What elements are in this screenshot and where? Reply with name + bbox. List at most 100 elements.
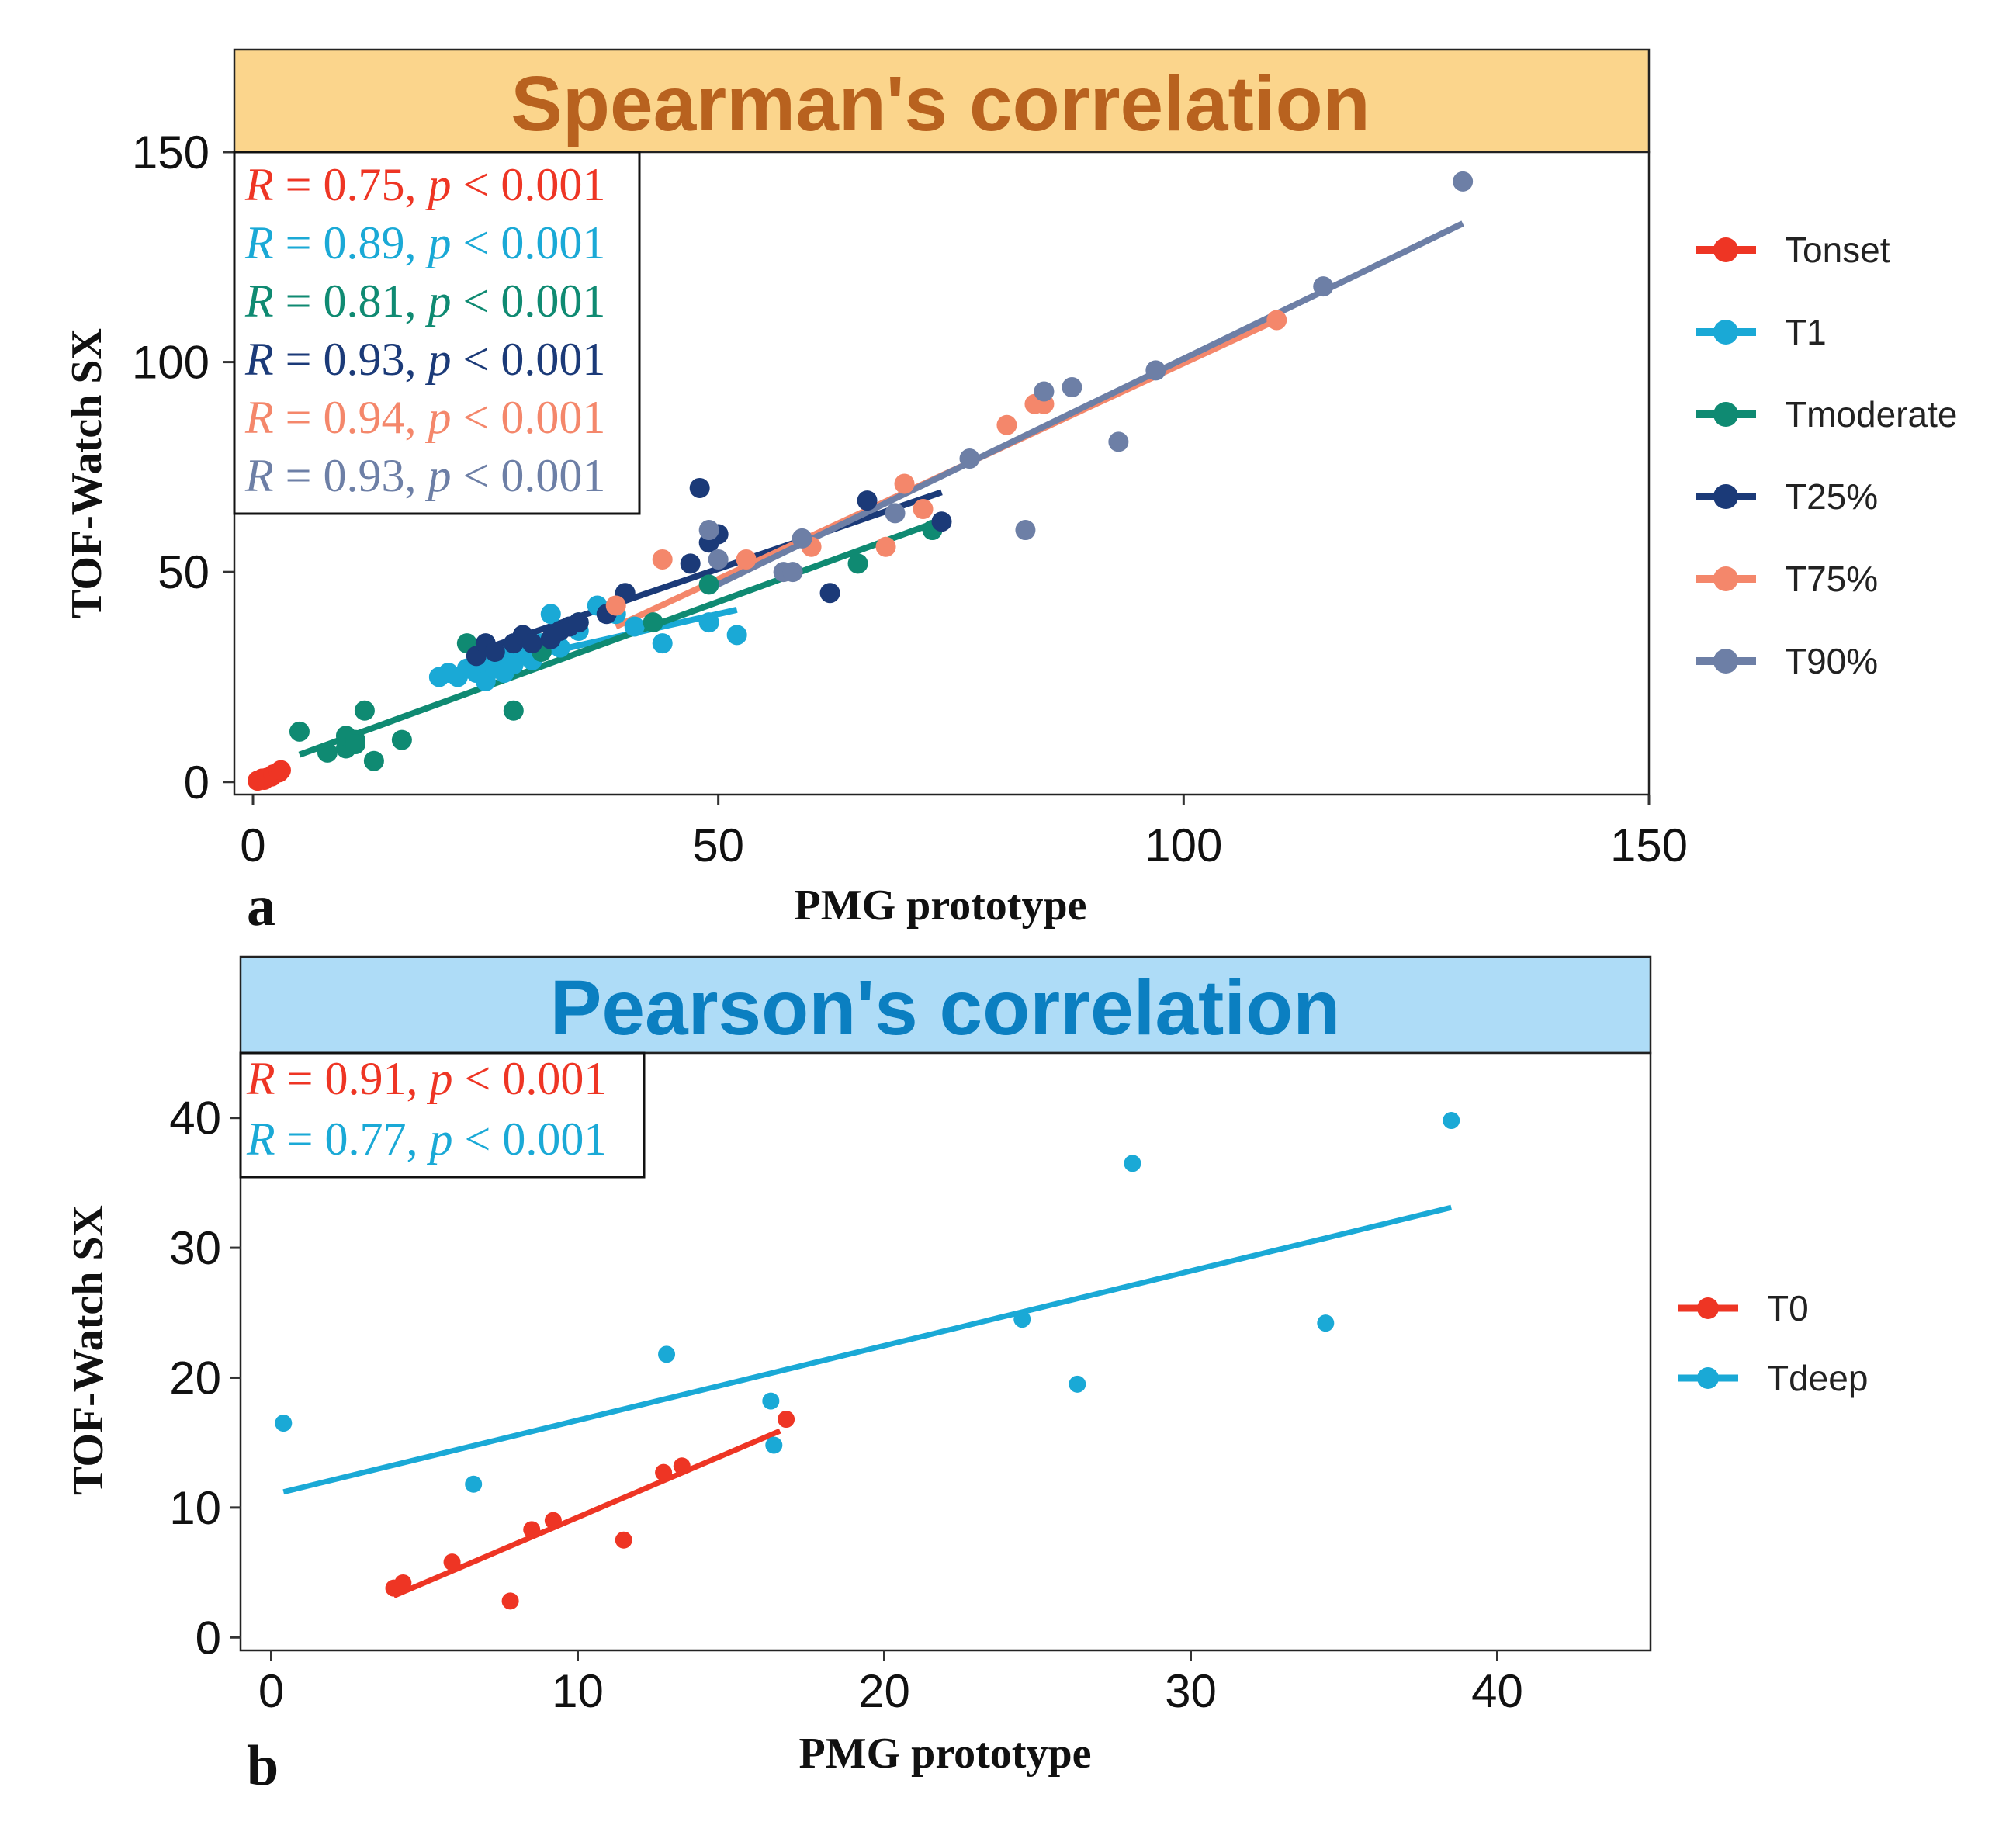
y-tick-label: 40 — [169, 1093, 221, 1145]
data-point-t0 — [443, 1553, 461, 1571]
x-tick-label: 50 — [692, 819, 744, 871]
data-point-t25pct — [931, 511, 952, 532]
data-point-t0 — [544, 1512, 562, 1529]
data-point-t90pct — [708, 549, 729, 570]
stat-label: R = 0.89, p < 0.001 — [244, 217, 605, 268]
fit-line-tdeep — [282, 1204, 1453, 1495]
panel-a-x-axis-label: PMG prototype — [795, 881, 1087, 930]
data-point-t90pct — [959, 448, 980, 469]
x-tick-label: 10 — [552, 1665, 604, 1717]
stat-label: R = 0.91, p < 0.001 — [246, 1053, 607, 1104]
data-point-tdeep — [465, 1475, 483, 1493]
legend-label: T75% — [1785, 559, 1878, 599]
stat-label: R = 0.81, p < 0.001 — [244, 275, 605, 327]
panel-b-points — [275, 1112, 1460, 1610]
data-point-t90pct — [885, 503, 906, 524]
x-tick-label: 40 — [1471, 1665, 1523, 1717]
legend-item: T75% — [1696, 559, 1878, 599]
data-point-tdeep — [658, 1345, 676, 1363]
data-point-t90pct — [1062, 377, 1082, 398]
fit-line-t0 — [393, 1428, 781, 1598]
data-point-t0 — [615, 1531, 632, 1549]
legend-label: Tonset — [1785, 230, 1890, 270]
data-point-t1 — [726, 625, 747, 646]
data-point-tmoderate — [289, 721, 310, 742]
panel-b-title-strip — [239, 955, 1652, 1055]
data-point-tdeep — [1317, 1314, 1335, 1332]
data-point-t75pct — [996, 414, 1017, 435]
legend-point — [1713, 566, 1738, 591]
legend-point — [1713, 237, 1738, 262]
stat-label: R = 0.77, p < 0.001 — [246, 1113, 607, 1165]
y-tick-label: 0 — [196, 1612, 221, 1664]
data-point-t75pct — [894, 473, 915, 494]
panel-a-legend: Tonset T1 Tmoderate T25% T75% T90% — [1696, 230, 1957, 681]
data-point-t25pct — [819, 583, 840, 604]
data-point-t75pct — [875, 536, 896, 557]
panel-b-letter: b — [247, 1734, 279, 1798]
data-point-t90pct — [1145, 360, 1166, 381]
data-point-tdeep — [1069, 1375, 1086, 1393]
data-point-t1 — [624, 616, 645, 637]
legend-point — [1697, 1367, 1719, 1389]
panel-a-points — [247, 171, 1474, 791]
y-tick-label: 150 — [132, 126, 210, 178]
data-point-t90pct — [1015, 520, 1036, 541]
panel-b-fit-lines — [282, 1204, 1453, 1598]
data-point-t1 — [698, 612, 719, 633]
legend-item: Tonset — [1696, 230, 1890, 270]
data-point-t1 — [540, 604, 561, 625]
panel-a-y-ticks: 0 50 100 150 — [132, 126, 234, 809]
legend-label: T90% — [1785, 641, 1878, 681]
data-point-t25pct — [568, 612, 589, 633]
panel-a: Spearman's correlation 0 50 100 150 0 50 100 1… — [63, 48, 1957, 938]
legend-label: Tmoderate — [1785, 394, 1957, 435]
stat-label: R = 0.94, p < 0.001 — [244, 392, 605, 443]
x-tick-label: 100 — [1145, 819, 1222, 871]
legend-label: Tdeep — [1767, 1358, 1868, 1398]
fit-line-t90pct — [707, 220, 1464, 592]
data-point-tmoderate — [345, 734, 365, 755]
panel-a-stats-box — [233, 151, 641, 515]
x-tick-label: 30 — [1165, 1665, 1217, 1717]
stat-label: R = 0.93, p < 0.001 — [244, 450, 605, 501]
data-point-tdeep — [1013, 1311, 1031, 1328]
panel-a-letter: a — [247, 874, 275, 938]
panel-b: Pearson's correlation 0 10 20 30 40 0 10 20 30 4… — [64, 955, 1868, 1798]
data-point-t25pct — [484, 642, 505, 662]
data-point-tmoderate — [317, 742, 338, 763]
panel-a-y-axis-label: TOF-Watch SX — [63, 328, 111, 618]
panel-a-x-ticks: 0 50 100 150 — [240, 795, 1688, 871]
legend-item: Tdeep — [1678, 1358, 1868, 1398]
y-tick-label: 50 — [158, 546, 210, 598]
data-point-tmoderate — [503, 700, 524, 721]
data-point-t0 — [501, 1592, 519, 1610]
panel-a-title-strip — [233, 48, 1651, 154]
x-tick-label: 0 — [258, 1665, 284, 1717]
panel-b-title: Pearson's correlation — [550, 964, 1341, 1051]
legend-label: T0 — [1767, 1288, 1809, 1328]
legend-point — [1713, 320, 1738, 345]
y-tick-label: 10 — [169, 1482, 221, 1534]
legend-item: T25% — [1696, 476, 1878, 517]
stat-label: R = 0.93, p < 0.001 — [244, 334, 605, 385]
data-point-tmoderate — [643, 612, 663, 633]
data-point-t90pct — [1453, 171, 1474, 192]
panel-b-x-ticks: 0 10 20 30 40 — [258, 1650, 1523, 1717]
data-point-t0 — [673, 1457, 691, 1475]
stat-label: R = 0.75, p < 0.001 — [244, 159, 605, 210]
legend-label: T1 — [1785, 312, 1827, 352]
data-point-t75pct — [736, 549, 757, 570]
panel-b-y-ticks: 0 10 20 30 40 — [169, 1093, 241, 1664]
data-point-t0 — [778, 1411, 795, 1429]
y-tick-label: 30 — [169, 1222, 221, 1274]
panel-a-stats: R = 0.75, p < 0.001 R = 0.89, p < 0.001 R … — [244, 159, 605, 501]
data-point-t90pct — [1313, 276, 1334, 297]
data-point-t90pct — [698, 520, 719, 541]
data-point-t75pct — [1266, 310, 1287, 331]
data-point-t90pct — [792, 528, 812, 549]
legend-item: T0 — [1678, 1288, 1809, 1328]
y-tick-label: 100 — [132, 337, 210, 389]
data-point-t75pct — [652, 549, 673, 570]
